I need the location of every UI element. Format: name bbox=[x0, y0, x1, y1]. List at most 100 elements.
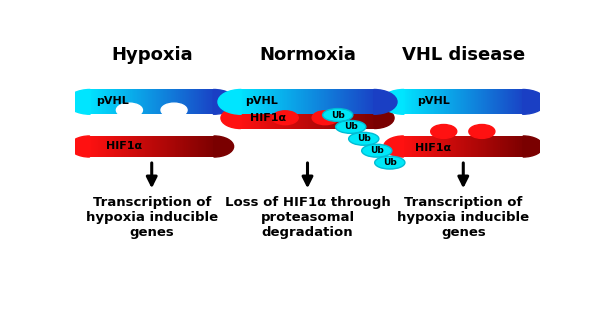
Bar bbox=[425, 136, 426, 157]
Bar bbox=[211, 136, 212, 157]
Bar bbox=[201, 90, 202, 114]
Bar bbox=[110, 90, 111, 114]
Bar bbox=[421, 90, 422, 114]
Bar bbox=[475, 90, 476, 114]
Bar bbox=[479, 90, 481, 114]
Bar bbox=[169, 136, 170, 157]
Bar bbox=[422, 136, 424, 157]
Bar bbox=[278, 90, 279, 114]
Bar bbox=[299, 108, 300, 128]
Bar bbox=[418, 136, 419, 157]
Bar bbox=[328, 108, 329, 128]
Bar bbox=[208, 136, 209, 157]
Bar bbox=[297, 90, 298, 114]
Bar bbox=[214, 90, 215, 114]
Bar bbox=[148, 90, 149, 114]
Bar bbox=[310, 90, 311, 114]
Bar bbox=[143, 90, 144, 114]
Bar bbox=[106, 90, 107, 114]
Bar bbox=[505, 90, 506, 114]
Bar bbox=[368, 108, 369, 128]
Bar bbox=[162, 136, 163, 157]
Bar bbox=[496, 90, 497, 114]
Bar bbox=[428, 90, 429, 114]
Bar bbox=[327, 90, 328, 114]
Bar bbox=[457, 90, 458, 114]
Bar bbox=[131, 136, 132, 157]
Bar bbox=[245, 90, 247, 114]
Bar bbox=[134, 136, 135, 157]
Bar bbox=[150, 90, 151, 114]
Bar bbox=[314, 108, 316, 128]
Bar bbox=[291, 108, 292, 128]
Bar bbox=[406, 136, 407, 157]
Bar bbox=[139, 136, 140, 157]
Bar bbox=[104, 90, 105, 114]
Bar bbox=[452, 136, 454, 157]
Bar bbox=[406, 90, 407, 114]
Bar bbox=[468, 136, 469, 157]
Bar bbox=[99, 90, 100, 114]
Bar bbox=[346, 108, 347, 128]
Bar bbox=[482, 136, 483, 157]
Bar bbox=[410, 90, 411, 114]
Bar bbox=[98, 90, 99, 114]
Bar bbox=[151, 136, 152, 157]
Bar bbox=[280, 108, 281, 128]
Bar bbox=[214, 136, 215, 157]
Bar bbox=[209, 90, 211, 114]
Bar bbox=[404, 136, 405, 157]
Bar bbox=[302, 90, 303, 114]
Bar bbox=[257, 108, 258, 128]
Bar bbox=[321, 90, 322, 114]
Bar bbox=[428, 136, 429, 157]
Bar bbox=[249, 108, 250, 128]
Bar bbox=[172, 136, 173, 157]
Wedge shape bbox=[523, 136, 543, 157]
Bar bbox=[144, 136, 145, 157]
Bar bbox=[493, 90, 494, 114]
Bar bbox=[476, 90, 478, 114]
Bar bbox=[367, 108, 368, 128]
Bar bbox=[133, 136, 134, 157]
Bar bbox=[111, 90, 112, 114]
Bar bbox=[451, 90, 452, 114]
Bar bbox=[511, 90, 512, 114]
Bar bbox=[510, 90, 511, 114]
Bar bbox=[425, 90, 427, 114]
Bar bbox=[258, 90, 259, 114]
Text: Ub: Ub bbox=[370, 146, 383, 155]
Bar bbox=[501, 136, 502, 157]
Bar bbox=[149, 90, 150, 114]
Bar bbox=[466, 90, 467, 114]
Bar bbox=[490, 136, 491, 157]
Bar bbox=[120, 90, 121, 114]
Bar bbox=[434, 136, 435, 157]
Text: Ub: Ub bbox=[357, 134, 371, 143]
Bar bbox=[338, 108, 339, 128]
Bar bbox=[261, 90, 262, 114]
Bar bbox=[142, 90, 143, 114]
Bar bbox=[431, 136, 432, 157]
Bar bbox=[359, 108, 360, 128]
Bar bbox=[452, 136, 453, 157]
Bar bbox=[492, 90, 493, 114]
Bar bbox=[206, 136, 207, 157]
Bar bbox=[505, 90, 506, 114]
Bar bbox=[157, 90, 158, 114]
Bar bbox=[339, 108, 340, 128]
Bar bbox=[412, 136, 413, 157]
Bar bbox=[506, 136, 507, 157]
Bar bbox=[262, 90, 263, 114]
Bar bbox=[173, 136, 174, 157]
Bar bbox=[524, 90, 525, 114]
Bar bbox=[413, 136, 415, 157]
Bar bbox=[442, 90, 443, 114]
Bar bbox=[461, 136, 462, 157]
Bar bbox=[262, 108, 263, 128]
Bar bbox=[341, 90, 343, 114]
Bar bbox=[479, 136, 481, 157]
Bar bbox=[434, 90, 435, 114]
Bar bbox=[467, 136, 469, 157]
Bar bbox=[258, 108, 259, 128]
